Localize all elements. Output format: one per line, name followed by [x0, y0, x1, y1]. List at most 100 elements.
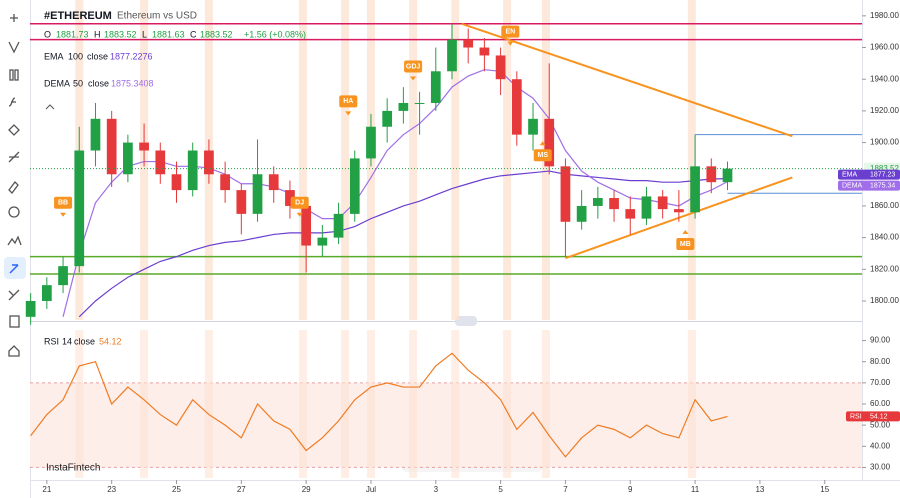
- price-badge-label: 1883.52: [870, 164, 899, 173]
- indicator-name: DEMA: [44, 78, 70, 88]
- candle-body: [301, 205, 312, 246]
- signal-band: [75, 330, 84, 478]
- candle-body: [41, 285, 52, 301]
- trend-line: [461, 22, 793, 138]
- indicator-period: 100: [68, 51, 83, 61]
- candle-body: [317, 237, 328, 246]
- signal-band: [451, 330, 460, 478]
- indicator-source: close: [87, 51, 108, 61]
- candle-body: [155, 150, 166, 175]
- rsi-y-tick-label: 90.00: [870, 336, 891, 345]
- x-tick-label: 3: [434, 485, 439, 494]
- indicator-period: 50: [73, 78, 83, 88]
- shape-tool[interactable]: [8, 124, 20, 136]
- fib-tool[interactable]: [8, 151, 20, 163]
- candle-body: [592, 198, 603, 206]
- fx-tool[interactable]: [8, 97, 16, 107]
- signal-badge: [676, 237, 695, 250]
- signal-band: [341, 0, 350, 320]
- rsi-y-tick-label: 60.00: [870, 399, 891, 408]
- indicator-badge-name: DEMA: [842, 182, 863, 189]
- candle-body: [333, 213, 344, 238]
- signal-band: [204, 330, 213, 478]
- y-tick-label: 1860.00: [870, 201, 899, 210]
- candle-body: [58, 266, 68, 286]
- trash-tool[interactable]: [9, 315, 20, 328]
- candle-body: [641, 196, 652, 219]
- signal-arrow: [682, 229, 689, 234]
- candle-body: [625, 209, 636, 219]
- rsi-y-tick-label: 30.00: [870, 463, 891, 472]
- crosshair-tool[interactable]: [10, 14, 18, 22]
- magnet-tool[interactable]: [9, 264, 19, 274]
- y-tick-label: 1900.00: [870, 138, 899, 147]
- signal-badge: [339, 95, 358, 108]
- symbol-description: Ethereum vs USD: [117, 11, 197, 22]
- rsi-y-tick-label: 70.00: [870, 378, 891, 387]
- ohlc-value: 1883.52: [200, 29, 233, 39]
- candle-body: [285, 190, 295, 206]
- signal-band: [409, 0, 418, 320]
- indicator-period: 14: [62, 336, 72, 346]
- ohlc-label: L: [142, 29, 147, 39]
- hide-tool[interactable]: [8, 289, 20, 301]
- candle-body: [479, 47, 490, 56]
- candle-body: [204, 150, 214, 175]
- signal-badge: [404, 60, 423, 73]
- pane-resize-handle[interactable]: [455, 316, 477, 326]
- x-tick-label: 23: [107, 485, 116, 494]
- candle-body: [657, 196, 668, 210]
- indicator-badge-name: EMA: [842, 171, 858, 178]
- emoji-tool[interactable]: [8, 206, 20, 218]
- candle-body: [106, 118, 117, 175]
- signal-label: DJ: [295, 200, 304, 207]
- ohlc-label: H: [94, 29, 101, 39]
- candle-body: [220, 174, 230, 191]
- signal-arrow: [296, 212, 303, 217]
- x-tick-label: 7: [563, 485, 568, 494]
- indicator-line: [78, 170, 728, 318]
- indicator-value: 54.12: [99, 336, 122, 346]
- indicator-source: close: [88, 78, 109, 88]
- x-tick-label: 29: [302, 485, 311, 494]
- ohlc-value: 1881.63: [152, 29, 185, 39]
- y-tick-label: 1840.00: [870, 233, 899, 242]
- rsi-badge-value: 54.12: [870, 413, 888, 420]
- rsi-badge: [846, 411, 900, 422]
- signal-band: [451, 0, 460, 320]
- candle-body: [398, 102, 409, 111]
- signal-band: [298, 330, 307, 478]
- signal-arrow: [539, 141, 546, 146]
- candle-body: [528, 118, 538, 135]
- bars-tool[interactable]: [9, 69, 14, 81]
- signal-band: [409, 330, 418, 478]
- indicator-badge-value: 1875.34: [870, 182, 895, 189]
- candle-body: [74, 150, 85, 267]
- pattern-tool[interactable]: [7, 235, 22, 246]
- rsi-y-tick-label: 40.00: [870, 441, 891, 450]
- candle-body: [706, 166, 717, 183]
- cursor-tool[interactable]: [8, 41, 20, 54]
- candle-body: [447, 39, 457, 72]
- brush-tool[interactable]: [8, 181, 19, 194]
- collapse-legend[interactable]: [45, 104, 55, 110]
- rsi-y-tick-label: 80.00: [870, 357, 891, 366]
- rsi-band: [30, 382, 862, 468]
- signal-band: [541, 330, 550, 478]
- x-tick-label: 25: [172, 485, 181, 494]
- signal-band: [298, 0, 307, 320]
- ohlc-label: C: [190, 29, 197, 39]
- home-tool[interactable]: [8, 345, 20, 357]
- indicator-badge: [838, 169, 900, 180]
- x-tick-label: 13: [755, 485, 764, 494]
- ohlc-label: O: [44, 29, 51, 39]
- toolbar: [4, 14, 26, 357]
- bars-tool-2: [14, 69, 19, 81]
- candle-body: [544, 118, 555, 167]
- signal-band: [687, 0, 696, 320]
- y-tick-label: 1820.00: [870, 264, 899, 273]
- signal-label: BB: [58, 200, 68, 207]
- signal-label: MB: [680, 241, 691, 248]
- signal-label: GDJ: [406, 63, 421, 70]
